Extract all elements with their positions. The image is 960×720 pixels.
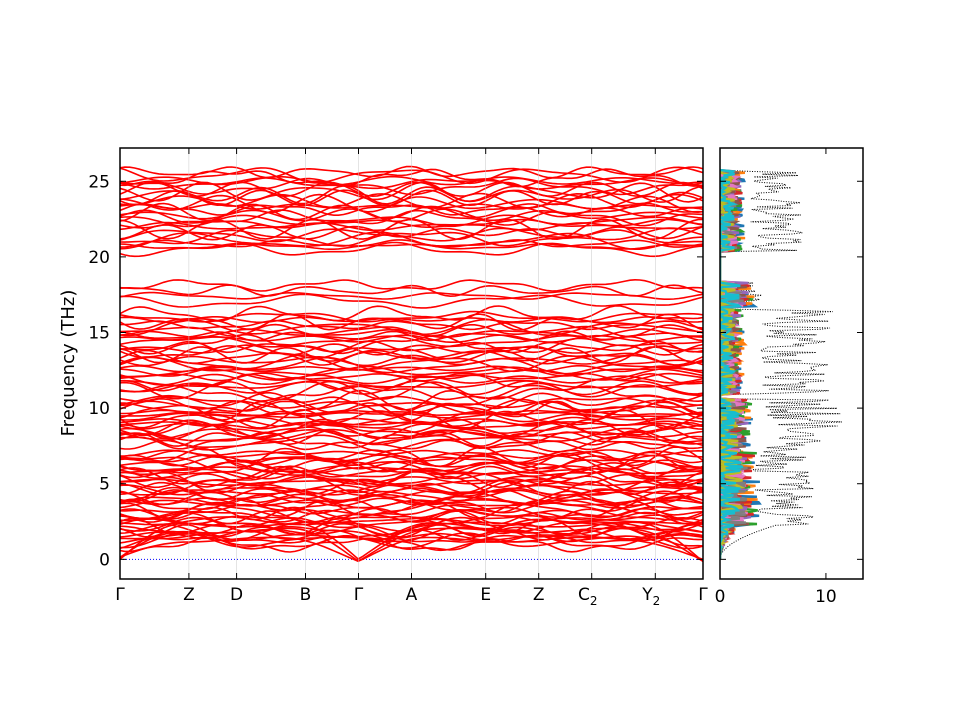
x-tick-label: Γ <box>354 585 364 605</box>
band-axes-frame <box>119 147 704 580</box>
x-tick-label: E <box>480 585 491 605</box>
x-tick-label: Y2 <box>641 585 660 608</box>
dos-panel: 0 10 <box>715 147 864 607</box>
dos-x-tick-label: 10 <box>815 587 837 607</box>
y-tick-label: 20 <box>88 248 110 268</box>
total-dos-curve <box>720 169 842 560</box>
y-axis-label: Frequency (THz) <box>58 290 79 437</box>
y-tick-label: 5 <box>99 475 110 495</box>
y-tick-label: 15 <box>88 323 110 343</box>
y-tick-label: 25 <box>88 172 110 192</box>
x-tick-label: D <box>230 585 243 605</box>
y-tick-label: 10 <box>88 399 110 419</box>
dos-axes-frame <box>719 147 864 580</box>
x-tick-label: Z <box>183 585 195 605</box>
x-tick-label: Γ <box>115 585 125 605</box>
dos-curves <box>720 168 842 560</box>
x-tick-label: C2 <box>578 585 598 608</box>
y-tick-label: 0 <box>99 550 110 570</box>
band-lines <box>120 148 703 579</box>
x-tick-label: B <box>300 585 312 605</box>
x-tick-label: Γ <box>698 585 708 605</box>
band-structure-panel: 0 5 10 15 20 25 Γ Z D B Γ A E Z C2 Y2 Γ Frequency (THz) <box>58 147 708 608</box>
band-axis-ticks: 0 5 10 15 20 25 Γ Z D B Γ A E Z C2 Y2 Γ <box>88 148 708 608</box>
x-tick-label: Z <box>533 585 545 605</box>
dos-x-tick-label: 0 <box>715 587 726 607</box>
x-tick-label: A <box>406 585 418 605</box>
